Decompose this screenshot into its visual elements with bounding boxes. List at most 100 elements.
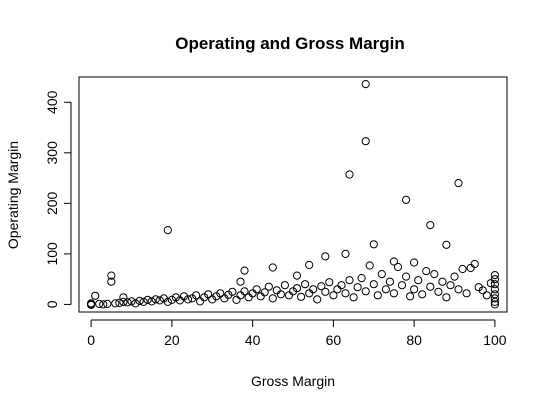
data-point: [337, 281, 346, 290]
data-point: [357, 274, 366, 283]
x-tick-label: 100: [483, 332, 507, 348]
data-point: [490, 297, 499, 306]
x-tick-label: 40: [245, 332, 261, 348]
y-tick-label: 300: [44, 141, 60, 165]
data-point: [297, 292, 306, 301]
data-point: [454, 179, 463, 188]
plot-frame: [78, 76, 508, 313]
data-point: [87, 299, 96, 308]
data-point: [349, 293, 358, 302]
data-point: [163, 226, 172, 235]
data-point: [426, 282, 435, 291]
data-point: [123, 298, 132, 307]
data-point: [111, 299, 120, 308]
data-point: [442, 240, 451, 249]
data-point: [389, 289, 398, 298]
data-point: [345, 276, 354, 285]
x-axis-label: Gross Margin: [251, 373, 335, 389]
data-point: [264, 282, 273, 291]
data-point: [204, 290, 213, 299]
data-point: [240, 287, 249, 296]
data-point: [244, 293, 253, 302]
data-point: [397, 281, 407, 290]
data-point: [361, 80, 370, 89]
data-point: [377, 270, 386, 279]
data-point: [490, 280, 499, 289]
data-point: [438, 277, 447, 286]
data-point: [175, 296, 184, 305]
data-point: [196, 297, 205, 306]
data-point: [127, 297, 136, 306]
data-point: [248, 289, 257, 298]
data-point: [256, 292, 265, 301]
data-point: [119, 297, 128, 306]
data-point: [333, 285, 342, 294]
data-point: [260, 288, 269, 297]
data-point: [321, 252, 330, 261]
y-tick-label: 0: [44, 300, 60, 308]
data-point: [414, 276, 423, 285]
data-point: [418, 290, 427, 299]
data-point: [442, 293, 451, 302]
data-point: [385, 277, 394, 286]
data-point: [325, 278, 334, 287]
data-point: [268, 263, 277, 272]
data-point: [329, 291, 338, 300]
data-point: [292, 271, 302, 280]
data-point: [143, 295, 152, 304]
data-point: [317, 282, 326, 291]
data-point: [236, 291, 245, 300]
data-point: [373, 291, 382, 300]
data-point: [369, 280, 378, 289]
y-tick-label: 400: [44, 90, 60, 114]
data-point: [490, 294, 499, 303]
x-axis: 0 20 40 60 80 100: [87, 319, 507, 348]
data-point: [252, 285, 261, 294]
data-point: [147, 297, 156, 306]
data-point: [345, 170, 354, 179]
data-point: [341, 289, 350, 298]
x-tick-label: 0: [87, 332, 95, 348]
data-point: [450, 272, 459, 281]
data-point: [470, 259, 479, 269]
data-point: [389, 257, 398, 266]
data-point: [490, 290, 499, 299]
data-point: [402, 272, 411, 281]
data-point: [369, 240, 378, 249]
data-point: [490, 275, 499, 284]
data-point: [410, 285, 419, 294]
data-point: [341, 249, 350, 258]
data-point: [268, 294, 277, 303]
y-axis: 0 100 200 300 400: [44, 90, 72, 308]
data-point: [240, 266, 249, 275]
data-point: [131, 299, 140, 308]
data-point: [280, 281, 289, 290]
data-point: [301, 280, 310, 289]
data-point: [430, 270, 439, 279]
data-point: [361, 287, 370, 296]
data-point: [236, 277, 245, 286]
data-point: [305, 260, 314, 270]
data-point: [393, 262, 403, 272]
data-point: [103, 299, 112, 308]
data-point: [135, 296, 144, 305]
data-point: [228, 287, 237, 296]
data-point: [115, 298, 124, 307]
data-point: [490, 285, 499, 294]
data-point: [482, 291, 491, 300]
data-point: [365, 261, 374, 270]
data-point: [192, 291, 201, 300]
data-points: [87, 80, 499, 309]
data-point: [426, 221, 435, 230]
y-tick-label: 200: [44, 191, 60, 215]
data-point: [490, 271, 499, 280]
data-point: [232, 295, 241, 304]
data-point: [272, 286, 281, 295]
y-tick-label: 100: [44, 242, 60, 266]
data-point: [422, 267, 431, 276]
data-point: [163, 297, 172, 306]
data-point: [434, 287, 443, 296]
data-point: [99, 300, 108, 309]
data-point: [402, 195, 411, 204]
